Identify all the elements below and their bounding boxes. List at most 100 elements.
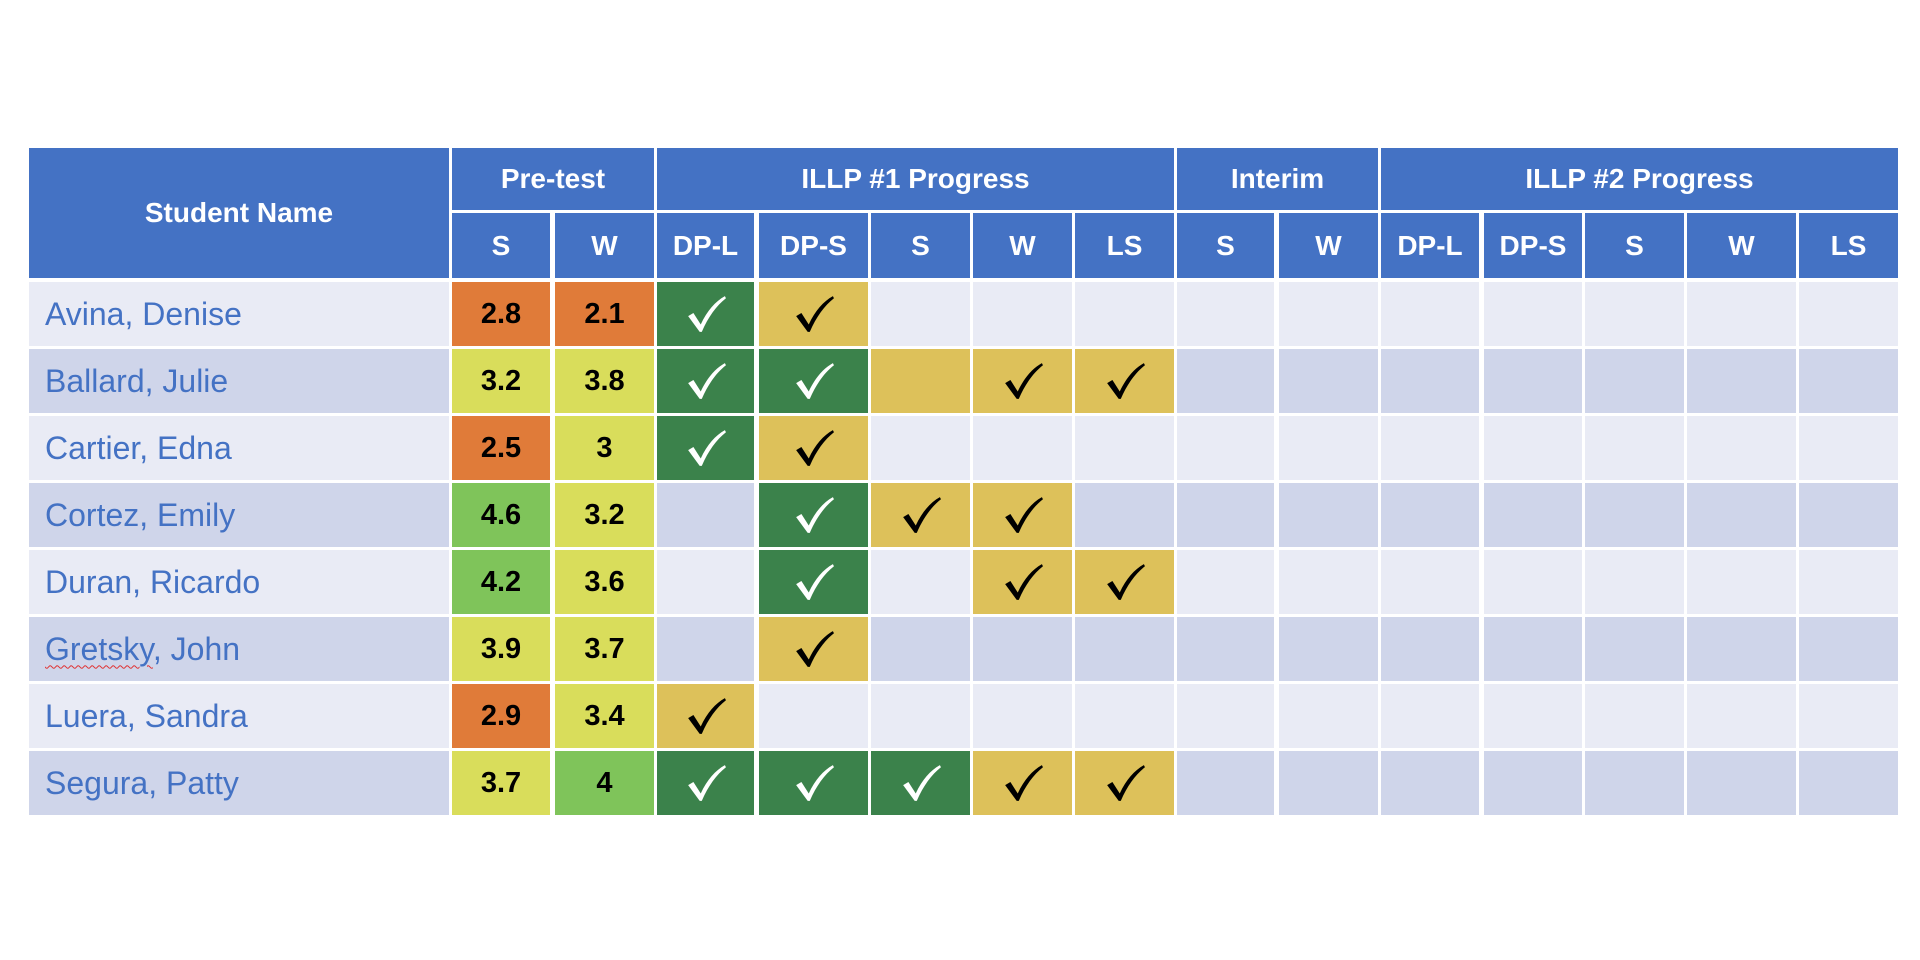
header-subcol-illp2-w: W <box>1687 213 1796 278</box>
check-icon <box>795 430 834 466</box>
illp2-progress-cell <box>1484 483 1582 547</box>
illp2-progress-cell <box>1484 416 1582 480</box>
illp1-progress-cell <box>871 684 970 748</box>
illp2-progress-cell <box>1484 349 1582 413</box>
check-icon <box>687 765 726 801</box>
illp1-progress-cell <box>973 550 1072 614</box>
interim-cell <box>1177 684 1274 748</box>
illp1-progress-cell <box>759 282 868 346</box>
illp1-progress-cell <box>1075 416 1174 480</box>
header-subcol-pretest-s: S <box>452 213 550 278</box>
header-subcol-pretest-w: W <box>555 213 654 278</box>
illp2-progress-cell <box>1585 751 1684 815</box>
interim-cell <box>1279 282 1378 346</box>
student-name: Avina, Denise <box>45 295 242 332</box>
illp1-progress-cell <box>1075 349 1174 413</box>
pretest-score-cell: 3.2 <box>452 349 550 413</box>
interim-cell <box>1177 550 1274 614</box>
header-group-pretest: Pre-test <box>452 148 654 210</box>
header-subcol-illp1-ls: LS <box>1075 213 1174 278</box>
illp2-progress-cell <box>1687 282 1796 346</box>
illp1-progress-cell <box>871 483 970 547</box>
illp2-progress-cell <box>1585 684 1684 748</box>
illp1-progress-cell <box>759 751 868 815</box>
interim-cell <box>1279 751 1378 815</box>
check-icon <box>1004 564 1043 600</box>
illp1-progress-cell <box>759 684 868 748</box>
check-icon <box>687 296 726 332</box>
pretest-score-cell: 4 <box>555 751 654 815</box>
illp1-progress-cell <box>759 349 868 413</box>
illp1-progress-cell <box>871 617 970 681</box>
check-icon <box>1106 564 1145 600</box>
header-subcol-illp1-dp-l: DP-L <box>657 213 754 278</box>
illp1-progress-cell <box>871 550 970 614</box>
illp1-progress-cell <box>1075 751 1174 815</box>
illp2-progress-cell <box>1687 550 1796 614</box>
student-name-cell: Cartier, Edna <box>29 416 449 480</box>
pretest-score-cell: 4.2 <box>452 550 550 614</box>
interim-cell <box>1177 483 1274 547</box>
interim-cell <box>1279 416 1378 480</box>
illp1-progress-cell <box>759 550 868 614</box>
pretest-score-cell: 3.7 <box>555 617 654 681</box>
check-icon <box>902 765 941 801</box>
pretest-score: 3.4 <box>584 699 625 732</box>
illp2-progress-cell <box>1381 282 1479 346</box>
student-name: Segura, Patty <box>45 764 239 801</box>
illp1-progress-cell <box>657 483 754 547</box>
illp1-progress-cell <box>759 483 868 547</box>
illp1-progress-cell <box>657 617 754 681</box>
illp1-progress-cell <box>973 349 1072 413</box>
check-icon <box>795 363 834 399</box>
pretest-score-cell: 3.8 <box>555 349 654 413</box>
student-name: Ballard, Julie <box>45 362 229 399</box>
header-subcol-interim-w: W <box>1279 213 1378 278</box>
pretest-score: 2.8 <box>480 297 522 330</box>
check-icon <box>1004 363 1043 399</box>
illp2-progress-cell <box>1484 282 1582 346</box>
check-icon <box>687 430 726 466</box>
header-subcol-illp2-ls: LS <box>1799 213 1898 278</box>
student-name: Duran, Ricardo <box>45 563 261 600</box>
header-subcol-illp2-s: S <box>1585 213 1684 278</box>
student-name-cell: Cortez, Emily <box>29 483 449 547</box>
header-subcol-illp2-dp-s: DP-S <box>1484 213 1582 278</box>
pretest-score-cell: 3.4 <box>555 684 654 748</box>
pretest-score: 3.7 <box>480 766 522 799</box>
illp2-progress-cell <box>1585 550 1684 614</box>
pretest-score-cell: 4.6 <box>452 483 550 547</box>
pretest-score-cell: 3.6 <box>555 550 654 614</box>
pretest-score: 4.2 <box>480 565 522 598</box>
student-name: Cortez, Emily <box>45 496 236 533</box>
header-group-interim: Interim <box>1177 148 1378 210</box>
illp1-progress-cell <box>973 483 1072 547</box>
illp2-progress-cell <box>1687 416 1796 480</box>
check-icon <box>687 363 726 399</box>
illp2-progress-cell <box>1799 416 1898 480</box>
student-name-cell: Gretsky, John <box>29 617 449 681</box>
illp2-progress-cell <box>1799 349 1898 413</box>
check-icon <box>795 296 834 332</box>
pretest-score: 4.6 <box>480 498 522 531</box>
interim-cell <box>1177 751 1274 815</box>
illp1-progress-cell <box>1075 617 1174 681</box>
student-name-cell: Luera, Sandra <box>29 684 449 748</box>
illp2-progress-cell <box>1381 483 1479 547</box>
illp2-progress-cell <box>1799 751 1898 815</box>
illp1-progress-cell <box>871 349 970 413</box>
pretest-score: 3.9 <box>480 632 522 665</box>
student-name: Luera, Sandra <box>45 697 248 734</box>
pretest-score: 3.2 <box>480 364 522 397</box>
check-icon <box>687 698 726 734</box>
check-icon <box>1004 497 1043 533</box>
check-icon <box>1106 765 1145 801</box>
check-icon <box>795 765 834 801</box>
illp1-progress-cell <box>973 416 1072 480</box>
illp2-progress-cell <box>1799 282 1898 346</box>
illp2-progress-cell <box>1381 617 1479 681</box>
illp1-progress-cell <box>1075 282 1174 346</box>
illp2-progress-cell <box>1381 349 1479 413</box>
illp2-progress-cell <box>1687 483 1796 547</box>
